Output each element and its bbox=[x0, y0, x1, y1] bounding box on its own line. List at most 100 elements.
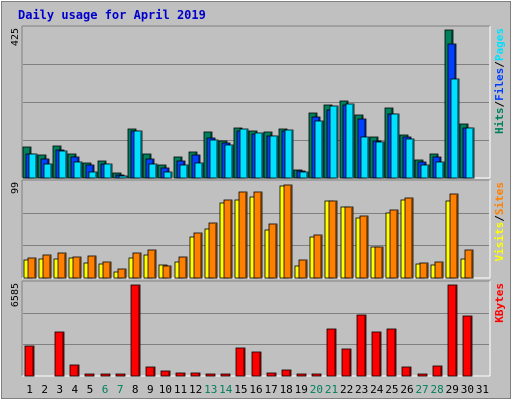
bar-pages-day-1 bbox=[28, 153, 38, 179]
bar-fill bbox=[102, 261, 112, 279]
bar-kbytes-day-14 bbox=[220, 373, 231, 377]
legend-entry: Pages bbox=[493, 28, 506, 61]
bar-kbytes-day-10 bbox=[160, 370, 171, 377]
bar-fill bbox=[115, 373, 126, 377]
bar-pages-day-11 bbox=[179, 164, 189, 179]
bar-pages-day-28 bbox=[435, 161, 445, 179]
bar-fill bbox=[329, 105, 339, 179]
bar-shadow bbox=[64, 254, 66, 278]
bar-kbytes-day-21 bbox=[326, 328, 337, 377]
bar-kbytes-day-28 bbox=[432, 365, 443, 377]
bar-fill bbox=[447, 284, 458, 377]
bar-shadow bbox=[259, 353, 261, 376]
bar-shadow bbox=[92, 375, 94, 376]
bar-shadow bbox=[351, 208, 353, 278]
bar-shadow bbox=[457, 80, 459, 178]
bar-fill bbox=[401, 366, 412, 377]
bar-fill bbox=[160, 370, 171, 377]
day-label-20: 20 bbox=[310, 383, 323, 396]
bar-sites-day-4 bbox=[72, 256, 82, 279]
bar-fill bbox=[371, 331, 382, 377]
bar-sites-day-26 bbox=[404, 197, 414, 279]
bar-shadow bbox=[274, 374, 276, 376]
bar-fill bbox=[359, 215, 369, 279]
day-label-5: 5 bbox=[87, 383, 94, 396]
bar-fill bbox=[190, 372, 201, 377]
bar-shadow bbox=[32, 347, 34, 376]
bar-shadow bbox=[367, 138, 369, 178]
bar-kbytes-day-8 bbox=[130, 284, 141, 377]
bar-kbytes-day-5 bbox=[84, 373, 95, 377]
bar-kbytes-day-23 bbox=[356, 314, 367, 377]
bar-fill bbox=[269, 135, 279, 179]
day-label-6: 6 bbox=[102, 383, 109, 396]
bar-shadow bbox=[62, 333, 64, 376]
y-axis-max-label: 6585 bbox=[10, 283, 21, 307]
bar-fill bbox=[254, 132, 264, 179]
bar-sites-day-8 bbox=[132, 252, 142, 279]
bar-fill bbox=[175, 372, 186, 377]
bar-sites-day-20 bbox=[313, 234, 323, 279]
bar-pages-day-30 bbox=[465, 127, 475, 179]
bar-fill bbox=[345, 103, 355, 179]
bar-fill bbox=[117, 268, 127, 279]
bar-kbytes-day-9 bbox=[145, 366, 156, 377]
bar-fill bbox=[179, 164, 189, 179]
legend-entry: Files bbox=[493, 68, 506, 101]
bar-shadow bbox=[65, 152, 67, 178]
bar-pages-day-9 bbox=[148, 163, 158, 179]
bar-shadow bbox=[243, 349, 245, 376]
bar-shadow bbox=[442, 163, 444, 178]
bar-shadow bbox=[109, 263, 111, 278]
bar-fill bbox=[386, 328, 397, 377]
bar-sites-day-18 bbox=[283, 184, 293, 279]
day-label-26: 26 bbox=[400, 383, 413, 396]
bar-kbytes-day-27 bbox=[417, 373, 428, 377]
bar-sites-day-2 bbox=[42, 254, 52, 279]
day-label-9: 9 bbox=[147, 383, 154, 396]
bar-shadow bbox=[185, 258, 187, 278]
day-label-23: 23 bbox=[355, 383, 368, 396]
bar-fill bbox=[389, 209, 399, 279]
bar-shadow bbox=[305, 261, 307, 278]
bar-pages-day-14 bbox=[224, 144, 234, 179]
bar-shadow bbox=[319, 375, 321, 376]
bar-shadow bbox=[139, 254, 141, 278]
bar-shadow bbox=[230, 201, 232, 278]
chart-title: Daily usage for April 2019 bbox=[18, 8, 206, 22]
bar-shadow bbox=[427, 166, 429, 178]
bar-fill bbox=[205, 373, 216, 377]
series-pages bbox=[28, 78, 475, 179]
day-label-14: 14 bbox=[219, 383, 233, 396]
bar-fill bbox=[341, 348, 352, 377]
bar-pages-day-3 bbox=[58, 150, 68, 179]
bar-shadow bbox=[170, 173, 172, 178]
day-label-12: 12 bbox=[189, 383, 202, 396]
bar-fill bbox=[404, 197, 414, 279]
series-sites bbox=[27, 184, 474, 279]
bar-shadow bbox=[276, 137, 278, 178]
y-axis-max-label: 425 bbox=[10, 28, 21, 46]
bar-pages-day-17 bbox=[269, 135, 279, 179]
bar-sites-day-6 bbox=[102, 261, 112, 279]
bar-fill bbox=[419, 262, 429, 279]
bar-fill bbox=[356, 314, 367, 377]
bar-fill bbox=[360, 136, 370, 179]
bar-fill bbox=[253, 191, 263, 279]
bar-fill bbox=[283, 184, 293, 279]
bar-fill bbox=[298, 259, 308, 279]
bar-shadow bbox=[396, 211, 398, 278]
bar-kbytes-day-26 bbox=[401, 366, 412, 377]
legend-entry: / bbox=[493, 215, 506, 222]
bar-sites-day-23 bbox=[359, 215, 369, 279]
bar-pages-day-15 bbox=[239, 128, 249, 179]
legend-entry: / bbox=[493, 61, 506, 68]
bar-fill bbox=[311, 373, 322, 377]
bar-fill bbox=[73, 161, 83, 179]
legend: Visits/Sites bbox=[493, 182, 506, 262]
bar-pages-day-20 bbox=[314, 120, 324, 179]
bar-shadow bbox=[154, 251, 156, 278]
bar-fill bbox=[178, 256, 188, 279]
bar-kbytes-day-3 bbox=[54, 331, 65, 377]
